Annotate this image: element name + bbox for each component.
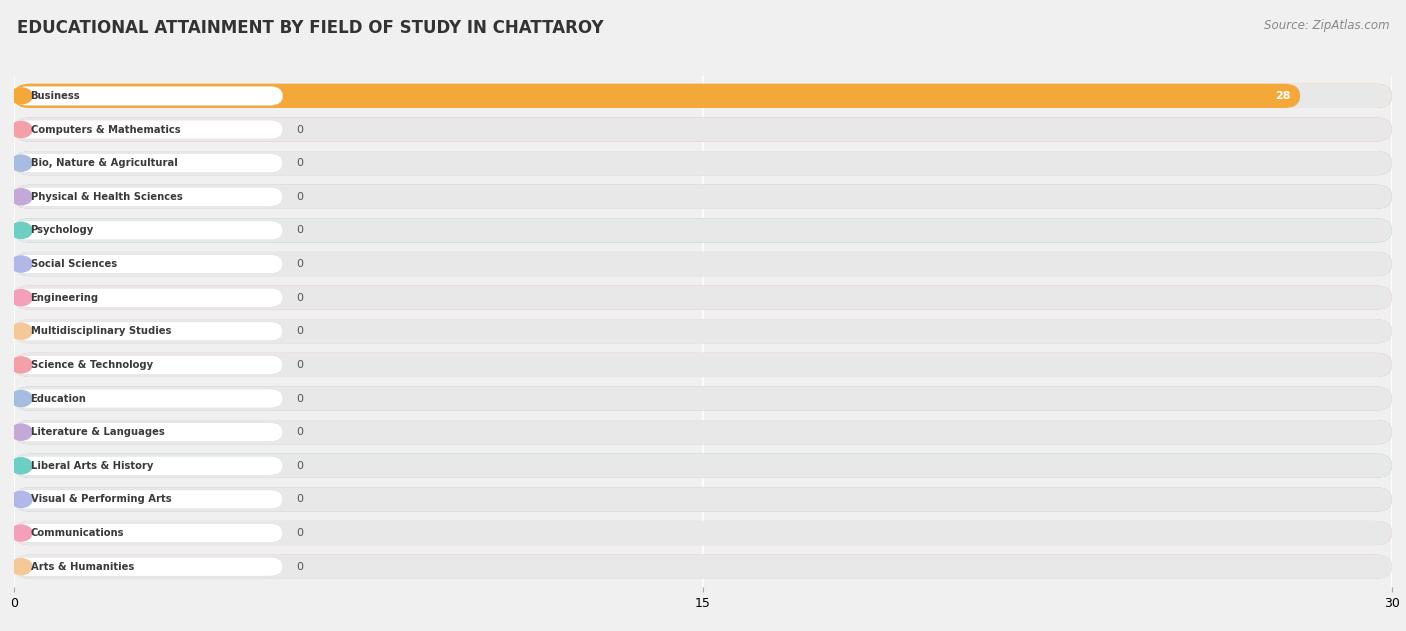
Circle shape: [10, 122, 32, 138]
Text: Multidisciplinary Studies: Multidisciplinary Studies: [31, 326, 172, 336]
Text: Communications: Communications: [31, 528, 124, 538]
Text: Arts & Humanities: Arts & Humanities: [31, 562, 134, 572]
FancyBboxPatch shape: [14, 423, 283, 442]
FancyBboxPatch shape: [14, 185, 1392, 209]
Text: Science & Technology: Science & Technology: [31, 360, 153, 370]
FancyBboxPatch shape: [14, 154, 283, 173]
Text: 0: 0: [297, 259, 304, 269]
Circle shape: [10, 222, 32, 239]
FancyBboxPatch shape: [14, 487, 1392, 512]
Circle shape: [10, 391, 32, 406]
FancyBboxPatch shape: [14, 218, 1392, 242]
FancyBboxPatch shape: [14, 353, 1392, 377]
Text: 0: 0: [297, 225, 304, 235]
FancyBboxPatch shape: [14, 288, 283, 307]
FancyBboxPatch shape: [14, 254, 283, 273]
FancyBboxPatch shape: [14, 521, 1392, 545]
Text: 0: 0: [297, 158, 304, 168]
FancyBboxPatch shape: [14, 420, 1392, 444]
FancyBboxPatch shape: [14, 185, 1392, 209]
Text: 0: 0: [297, 326, 304, 336]
FancyBboxPatch shape: [14, 252, 1392, 276]
FancyBboxPatch shape: [14, 557, 283, 576]
FancyBboxPatch shape: [14, 252, 1392, 276]
Text: Engineering: Engineering: [31, 293, 98, 303]
FancyBboxPatch shape: [14, 120, 283, 139]
Circle shape: [10, 290, 32, 305]
FancyBboxPatch shape: [14, 187, 283, 206]
FancyBboxPatch shape: [14, 151, 1392, 175]
FancyBboxPatch shape: [14, 319, 1392, 343]
Circle shape: [10, 525, 32, 541]
Text: 0: 0: [297, 394, 304, 404]
Text: 0: 0: [297, 461, 304, 471]
Circle shape: [10, 492, 32, 507]
FancyBboxPatch shape: [14, 218, 1392, 242]
Circle shape: [10, 155, 32, 171]
FancyBboxPatch shape: [14, 84, 1392, 108]
FancyBboxPatch shape: [14, 322, 283, 341]
FancyBboxPatch shape: [14, 286, 1392, 310]
Circle shape: [10, 88, 32, 104]
Circle shape: [10, 189, 32, 205]
FancyBboxPatch shape: [14, 420, 1392, 444]
Text: 0: 0: [297, 192, 304, 202]
Text: Visual & Performing Arts: Visual & Performing Arts: [31, 495, 172, 504]
FancyBboxPatch shape: [14, 355, 283, 374]
Text: 28: 28: [1275, 91, 1291, 101]
FancyBboxPatch shape: [14, 117, 1392, 141]
Text: Psychology: Psychology: [31, 225, 94, 235]
FancyBboxPatch shape: [14, 490, 283, 509]
FancyBboxPatch shape: [14, 84, 1392, 108]
Circle shape: [10, 256, 32, 272]
Text: Education: Education: [31, 394, 86, 404]
FancyBboxPatch shape: [14, 386, 1392, 411]
FancyBboxPatch shape: [14, 524, 283, 543]
Text: Computers & Mathematics: Computers & Mathematics: [31, 124, 180, 134]
FancyBboxPatch shape: [14, 389, 283, 408]
FancyBboxPatch shape: [14, 319, 1392, 343]
FancyBboxPatch shape: [14, 521, 1392, 545]
Text: Social Sciences: Social Sciences: [31, 259, 117, 269]
Text: 0: 0: [297, 360, 304, 370]
Text: 0: 0: [297, 495, 304, 504]
Text: 0: 0: [297, 124, 304, 134]
Text: Bio, Nature & Agricultural: Bio, Nature & Agricultural: [31, 158, 177, 168]
FancyBboxPatch shape: [14, 487, 1392, 512]
Circle shape: [10, 323, 32, 339]
Text: 0: 0: [297, 528, 304, 538]
FancyBboxPatch shape: [14, 151, 1392, 175]
FancyBboxPatch shape: [14, 555, 1392, 579]
Text: Business: Business: [31, 91, 80, 101]
FancyBboxPatch shape: [14, 221, 283, 240]
Text: 0: 0: [297, 427, 304, 437]
FancyBboxPatch shape: [14, 386, 1392, 411]
Text: 0: 0: [297, 562, 304, 572]
FancyBboxPatch shape: [14, 353, 1392, 377]
Text: 0: 0: [297, 293, 304, 303]
FancyBboxPatch shape: [14, 117, 1392, 141]
FancyBboxPatch shape: [14, 454, 1392, 478]
Circle shape: [10, 457, 32, 474]
FancyBboxPatch shape: [14, 86, 283, 105]
FancyBboxPatch shape: [14, 84, 1301, 108]
Circle shape: [10, 357, 32, 373]
Circle shape: [10, 558, 32, 575]
Text: Literature & Languages: Literature & Languages: [31, 427, 165, 437]
Text: EDUCATIONAL ATTAINMENT BY FIELD OF STUDY IN CHATTAROY: EDUCATIONAL ATTAINMENT BY FIELD OF STUDY…: [17, 19, 603, 37]
FancyBboxPatch shape: [14, 286, 1392, 310]
FancyBboxPatch shape: [14, 456, 283, 475]
Text: Physical & Health Sciences: Physical & Health Sciences: [31, 192, 183, 202]
Circle shape: [10, 424, 32, 440]
Text: Source: ZipAtlas.com: Source: ZipAtlas.com: [1264, 19, 1389, 32]
Text: Liberal Arts & History: Liberal Arts & History: [31, 461, 153, 471]
FancyBboxPatch shape: [14, 555, 1392, 579]
FancyBboxPatch shape: [14, 454, 1392, 478]
